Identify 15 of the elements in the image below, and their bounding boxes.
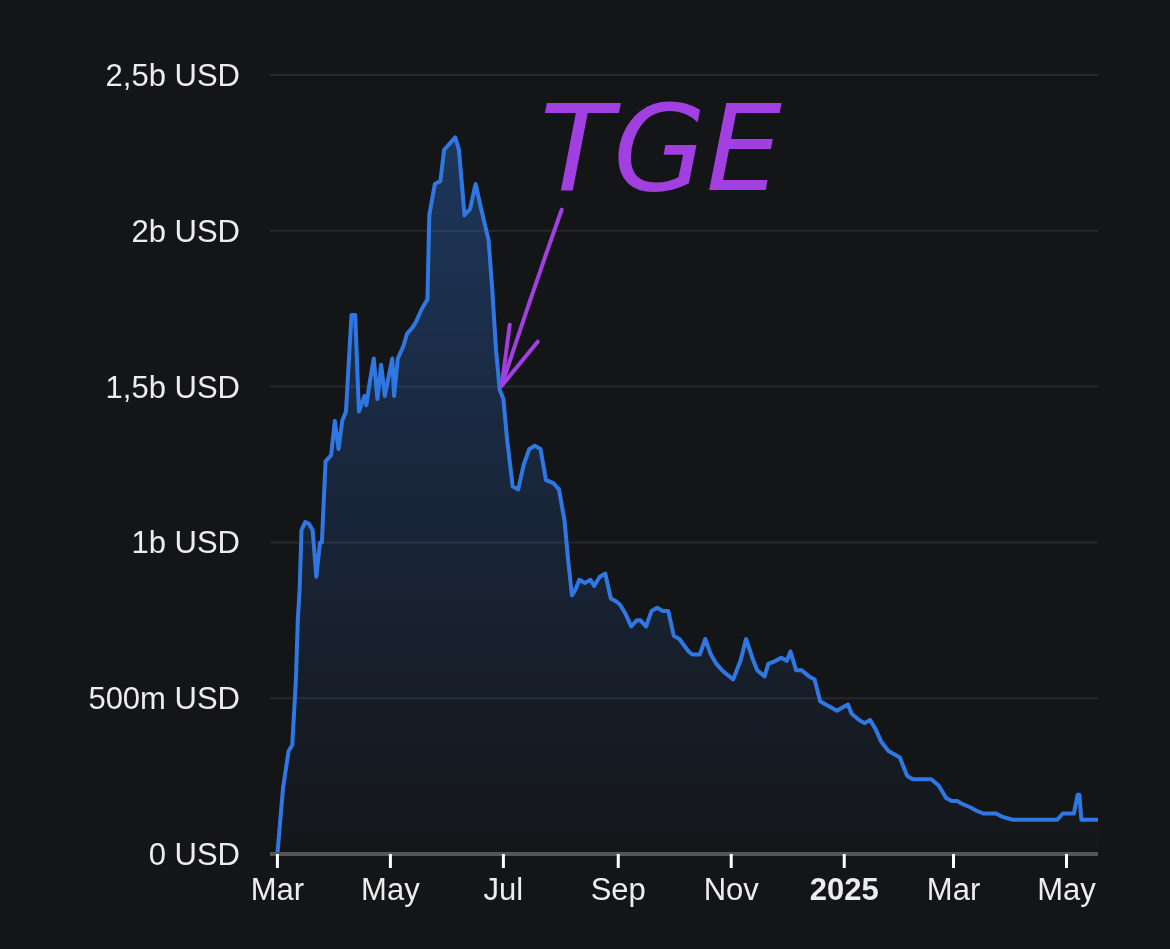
- y-tick-label: 0 USD: [148, 837, 240, 872]
- x-tick-label: Jul: [483, 872, 524, 907]
- x-tick-label: Mar: [926, 872, 981, 907]
- x-tick-label: Sep: [590, 872, 646, 907]
- x-tick-label: May: [361, 872, 421, 907]
- y-tick-label: 1b USD: [131, 525, 240, 561]
- x-tick-label: Nov: [703, 872, 760, 907]
- y-tick-label: 500m USD: [88, 681, 240, 717]
- x-tick-label: 2025: [809, 872, 879, 907]
- x-tick-label: Mar: [250, 872, 305, 907]
- y-tick-label: 2b USD: [131, 213, 240, 249]
- y-tick-label: 2,5b USD: [105, 58, 240, 93]
- annotation: TGE: [539, 78, 782, 218]
- x-tick-label: May: [1037, 872, 1097, 907]
- y-tick-label: 1,5b USD: [105, 369, 240, 405]
